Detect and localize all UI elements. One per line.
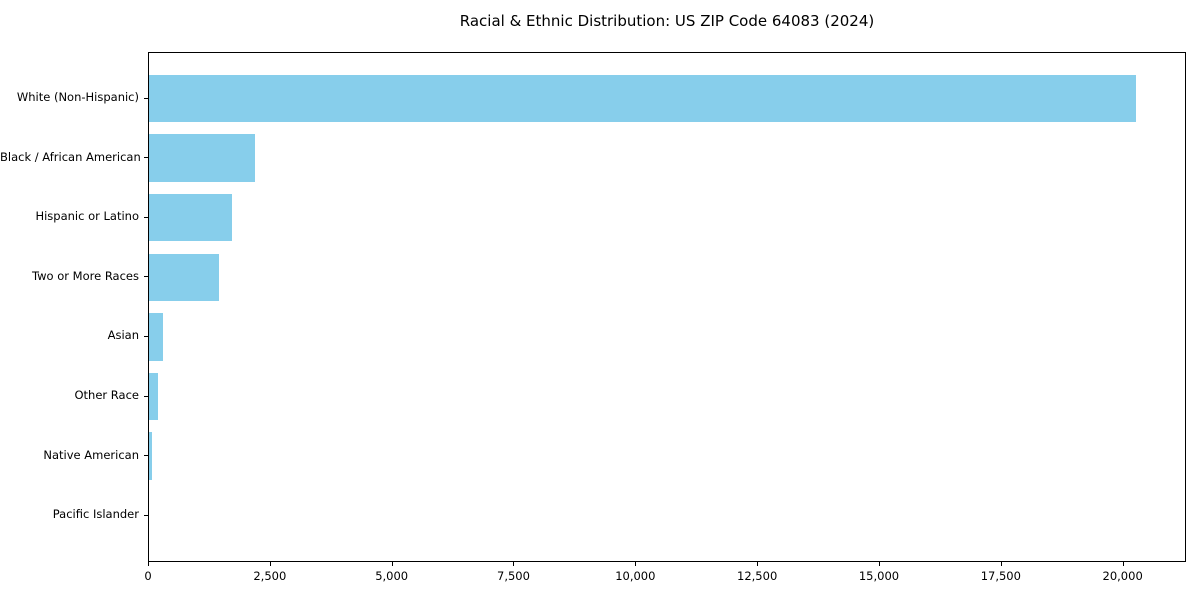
bar bbox=[149, 134, 256, 182]
bar bbox=[149, 313, 164, 361]
y-tick-label: Black / African American bbox=[0, 149, 141, 164]
x-axis-tick bbox=[757, 562, 759, 566]
y-axis-tick bbox=[144, 97, 148, 99]
x-axis-tick bbox=[1000, 562, 1002, 566]
y-tick-label: Hispanic or Latino bbox=[35, 209, 139, 224]
y-tick-label: White (Non-Hispanic) bbox=[16, 90, 139, 104]
bar bbox=[149, 74, 1137, 123]
y-axis-tick bbox=[144, 335, 148, 337]
x-tick-label: 0 bbox=[144, 569, 152, 583]
y-tick-label: Two or More Races bbox=[32, 268, 139, 283]
y-tick-label: Native American bbox=[43, 447, 139, 462]
x-tick-label: 20,000 bbox=[1102, 569, 1143, 583]
x-tick-label: 7,500 bbox=[497, 569, 530, 583]
plot-area bbox=[148, 52, 1186, 562]
y-tick-label: Asian bbox=[107, 328, 139, 343]
y-axis-tick bbox=[144, 455, 148, 457]
x-tick-label: 15,000 bbox=[858, 569, 900, 583]
x-axis-tick bbox=[635, 562, 637, 566]
bar bbox=[149, 253, 220, 302]
x-axis-tick bbox=[148, 562, 149, 566]
bar bbox=[149, 372, 158, 421]
y-axis-tick bbox=[144, 395, 148, 397]
x-axis-tick bbox=[269, 562, 271, 566]
x-axis-tick bbox=[878, 562, 880, 566]
y-axis-tick bbox=[144, 514, 148, 516]
x-tick-label: 2,500 bbox=[253, 569, 287, 583]
x-tick-label: 17,500 bbox=[980, 569, 1021, 583]
y-axis-tick bbox=[144, 157, 148, 159]
bar bbox=[149, 193, 232, 242]
y-axis-tick bbox=[144, 216, 148, 218]
bar bbox=[149, 432, 152, 480]
y-axis-tick bbox=[144, 276, 148, 278]
x-tick-label: 10,000 bbox=[615, 569, 656, 583]
y-tick-label: Pacific Islander bbox=[52, 507, 139, 522]
x-axis-tick bbox=[391, 562, 393, 566]
x-tick-label: 12,500 bbox=[737, 569, 778, 583]
x-tick-label: 5,000 bbox=[375, 569, 409, 583]
chart-title: Racial & Ethnic Distribution: US ZIP Cod… bbox=[459, 12, 875, 30]
x-axis-tick bbox=[1122, 562, 1124, 566]
y-tick-label: Other Race bbox=[74, 388, 140, 402]
x-axis-tick bbox=[513, 562, 515, 566]
